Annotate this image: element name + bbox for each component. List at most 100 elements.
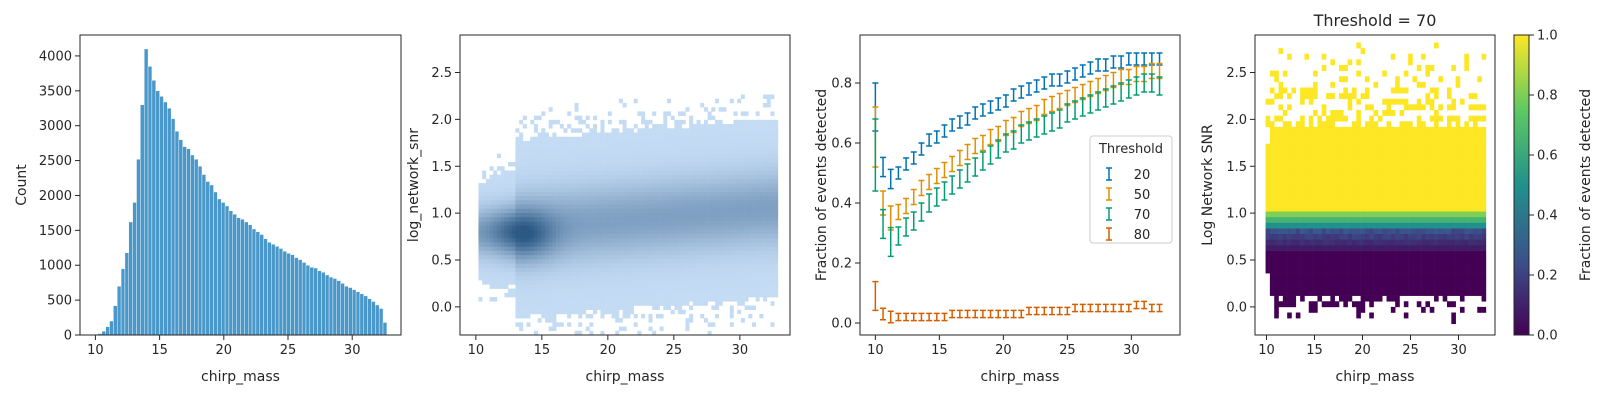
density-cell — [689, 204, 694, 209]
fraction-cell — [1291, 171, 1297, 178]
density-cell — [485, 280, 490, 285]
density-cell — [696, 191, 701, 197]
density-cell — [774, 250, 779, 256]
density-cell — [508, 229, 513, 235]
density-cell — [604, 297, 609, 302]
density-cell — [678, 187, 683, 192]
density-cell — [707, 271, 712, 277]
density-cell — [744, 259, 749, 264]
density-cell — [652, 195, 657, 201]
density-cell — [559, 280, 564, 285]
density-cell — [593, 292, 598, 298]
density-cell — [511, 195, 516, 201]
density-cell — [774, 195, 779, 201]
fraction-cell — [1282, 121, 1288, 128]
density-cell — [707, 200, 712, 205]
density-cell — [751, 153, 756, 159]
fraction-cell — [1313, 284, 1318, 291]
fraction-cell — [1308, 155, 1314, 161]
density-cell — [556, 136, 561, 142]
fraction-cell — [1330, 126, 1335, 133]
fraction-cell — [1282, 160, 1288, 167]
density-cell — [648, 250, 653, 256]
density-cell — [670, 187, 675, 192]
fraction-cell — [1351, 261, 1357, 268]
fraction-cell — [1343, 239, 1348, 246]
density-cell — [644, 254, 649, 260]
fraction-cell — [1300, 267, 1305, 274]
density-cell — [681, 170, 686, 175]
density-cell — [567, 233, 572, 239]
density-cell — [751, 132, 756, 138]
density-cell — [648, 242, 653, 247]
density-cell — [637, 149, 642, 154]
fraction-cell — [1278, 138, 1284, 145]
density-cell — [526, 284, 531, 289]
fraction-cell — [1326, 155, 1331, 161]
density-cell — [515, 263, 520, 268]
density-cell — [604, 200, 609, 205]
fraction-cell — [1278, 171, 1284, 178]
fraction-cell — [1351, 290, 1357, 296]
density-cell — [726, 242, 731, 247]
density-cell — [485, 200, 490, 205]
density-cell — [759, 313, 764, 319]
density-cell — [692, 254, 697, 260]
density-cell — [652, 145, 657, 150]
density-cell — [722, 191, 727, 197]
density-cell — [774, 271, 779, 277]
fraction-cell — [1282, 256, 1288, 263]
fraction-cell — [1343, 155, 1348, 161]
density-cell — [692, 284, 697, 289]
density-cell — [678, 162, 683, 167]
density-cell — [526, 191, 531, 197]
density-cell — [744, 157, 749, 163]
density-cell — [618, 267, 623, 273]
density-cell — [618, 288, 623, 294]
density-cell — [493, 174, 498, 180]
density-cell — [600, 200, 605, 205]
fraction-cell — [1269, 228, 1275, 235]
density-cell — [537, 166, 542, 171]
fraction-cell — [1339, 216, 1344, 223]
density-cell — [607, 271, 612, 277]
density-cell — [696, 246, 701, 251]
density-cell — [637, 200, 642, 205]
density-cell — [689, 153, 694, 159]
density-cell — [504, 284, 509, 289]
density-cell — [548, 292, 553, 298]
density-cell — [755, 254, 760, 260]
density-cell — [766, 140, 771, 146]
density-cell — [522, 263, 527, 268]
fraction-cell — [1287, 250, 1292, 257]
density-cell — [722, 145, 727, 150]
fraction-cell — [1317, 278, 1323, 285]
density-cell — [622, 140, 627, 146]
density-cell — [726, 271, 731, 277]
density-cell — [574, 145, 579, 150]
density-cell — [578, 200, 583, 205]
density-cell — [556, 284, 561, 289]
density-cell — [485, 178, 490, 184]
density-cell — [655, 254, 660, 260]
density-cell — [674, 305, 679, 310]
density-cell — [567, 208, 572, 213]
fraction-cell — [1295, 222, 1301, 229]
density-cell — [563, 191, 568, 197]
density-cell — [581, 301, 586, 306]
density-cell — [670, 195, 675, 201]
density-cell — [559, 124, 564, 129]
fraction-cell — [1308, 222, 1314, 229]
density-cell — [567, 292, 572, 298]
density-cell — [630, 233, 635, 239]
density-cell — [726, 191, 731, 197]
density-cell — [533, 149, 538, 154]
density-cell — [707, 280, 712, 285]
density-cell — [622, 212, 627, 218]
density-cell — [707, 124, 712, 129]
density-cell — [559, 288, 564, 294]
density-cell — [692, 225, 697, 230]
fraction-cell — [1364, 216, 1370, 223]
density-cell — [703, 145, 708, 150]
density-cell — [589, 280, 594, 285]
